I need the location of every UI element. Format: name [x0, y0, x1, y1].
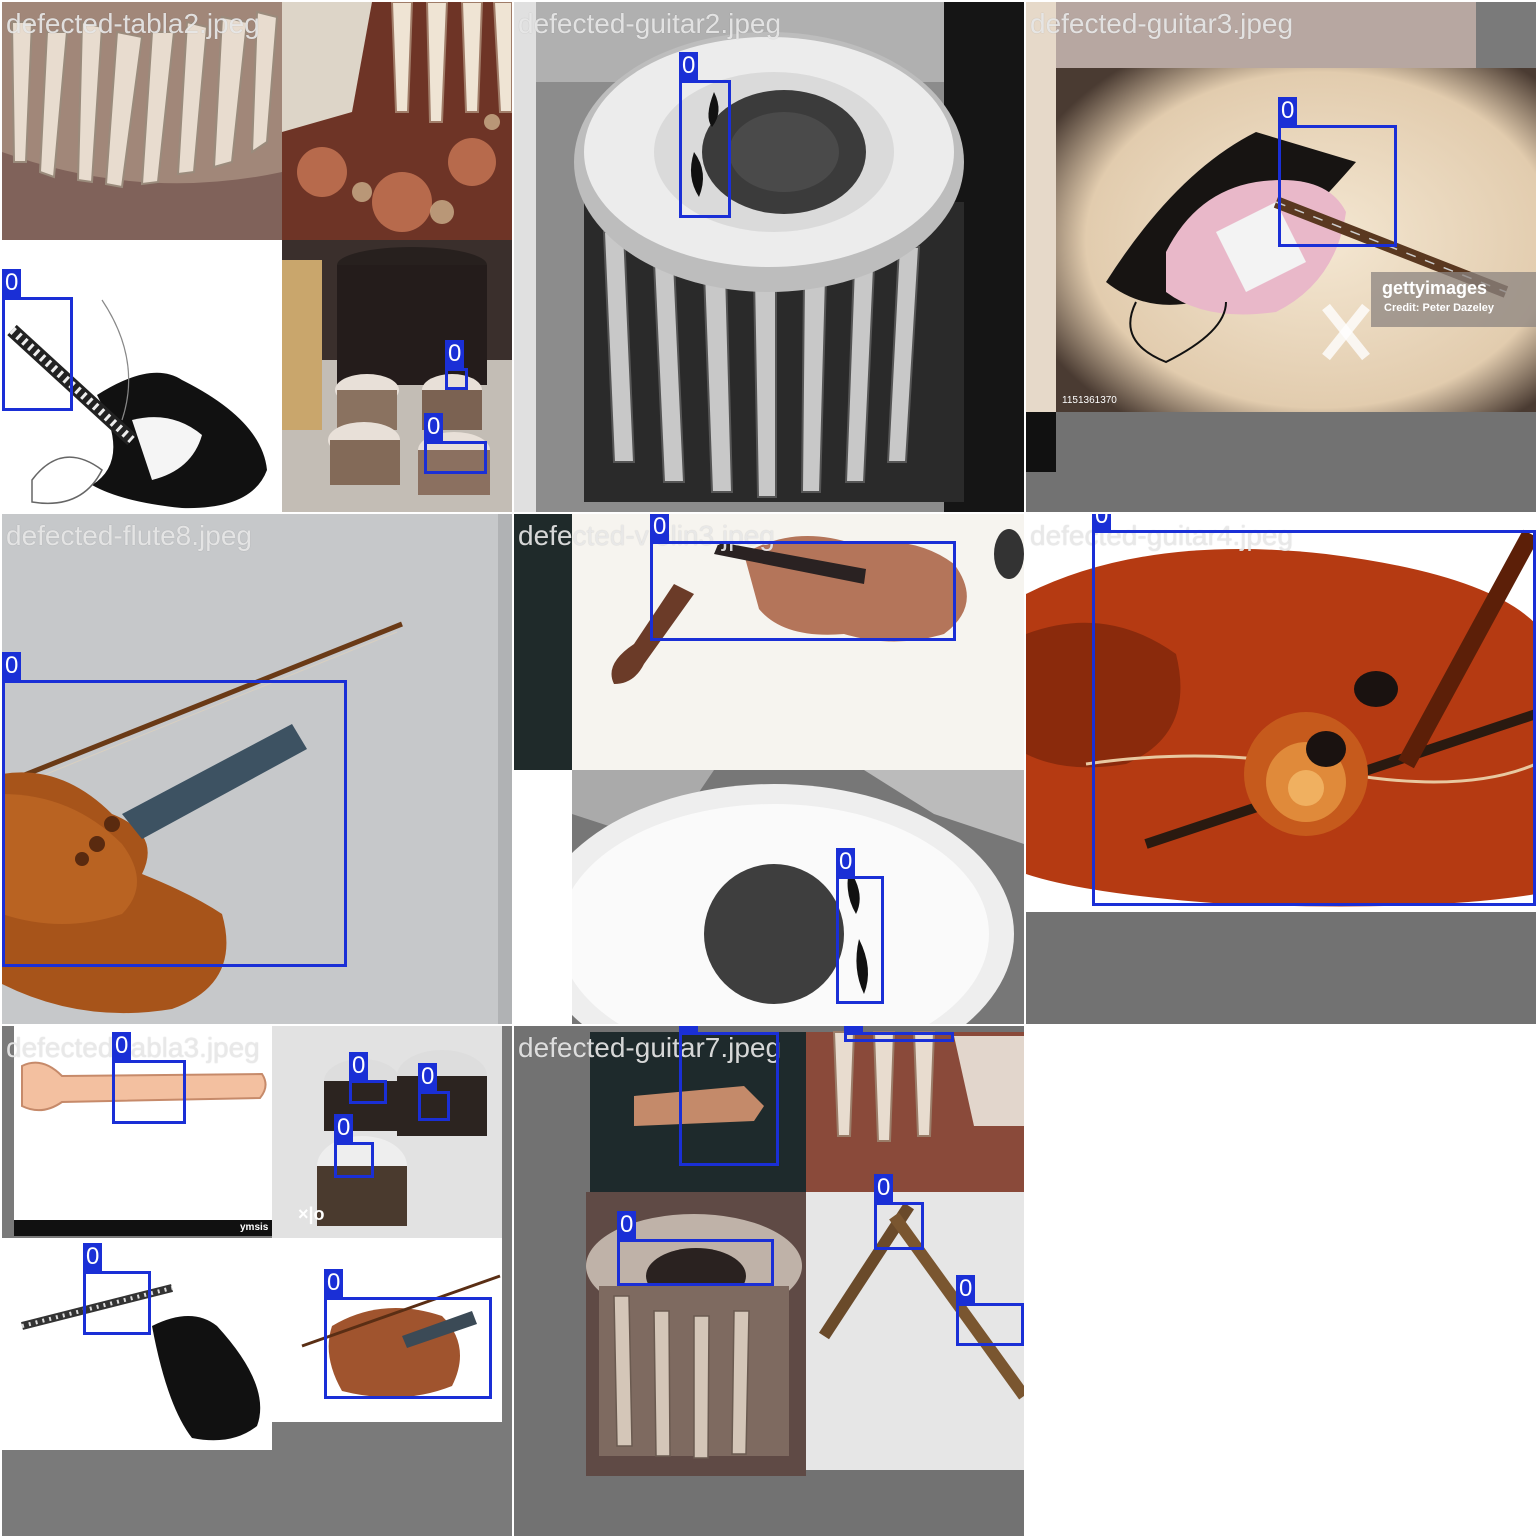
detection-box: 0: [418, 1063, 450, 1121]
getty-credit: Credit: Peter Dazeley: [1384, 302, 1495, 314]
detection-label: 0: [650, 514, 670, 541]
mosaic-tile-tabla2: defected-tabla2.jpeg 0 0 0: [2, 2, 512, 512]
violin-bow-art: [2, 514, 512, 1024]
detection-box: 0: [836, 848, 884, 1004]
detection-label: 0: [324, 1269, 344, 1297]
detection-label: 0: [2, 269, 22, 297]
guitar-bridge-mosaic-art: [586, 1031, 1024, 1476]
mosaic-tile-guitar4: defected-guitar4.jpeg 0: [1026, 514, 1536, 1024]
detection-label: 0: [679, 1026, 699, 1032]
detection-label: 0: [2, 652, 22, 680]
detection-label: 0: [445, 340, 465, 368]
detection-label: 0: [874, 1174, 894, 1202]
detection-box: 0: [1278, 97, 1397, 247]
carpet-art: [282, 2, 512, 240]
scene-tabla-fringe: [2, 2, 282, 240]
detection-box: 0: [83, 1243, 151, 1335]
tile-filename: defected-flute8.jpeg: [6, 520, 252, 551]
detection-box: 0: [2, 269, 73, 411]
grayscale-tabla-art: [514, 2, 1024, 512]
mosaic-tile-guitar2: defected-guitar2.jpeg 0: [514, 2, 1024, 512]
detection-label: 0: [83, 1243, 103, 1271]
detection-box: 0: [349, 1052, 387, 1104]
detection-label: 0: [418, 1063, 438, 1091]
detection-label: 0: [1092, 514, 1112, 530]
detection-label: 0: [679, 52, 699, 80]
detection-box: 0: [679, 52, 731, 218]
detection-label: 0: [1278, 97, 1298, 125]
xlo-watermark: ×|o: [298, 1204, 325, 1224]
mosaic-tile-guitar7: defected-guitar7.jpeg 0 0 0 0 0: [514, 1026, 1024, 1536]
detection-box: 0: [650, 514, 956, 641]
detection-box: 0: [424, 413, 487, 474]
mosaic-tile-guitar3: gettyimages Credit: Peter Dazeley 115136…: [1026, 2, 1536, 512]
detection-label: 0: [424, 413, 444, 441]
scene-tabla-carpet: [282, 2, 512, 240]
detection-label: 0: [836, 848, 856, 876]
detection-label: 0: [617, 1211, 637, 1239]
tabla-fringe-art: [2, 2, 282, 240]
ymsis-watermark: ymsis: [240, 1222, 269, 1233]
detection-box: 0: [334, 1114, 374, 1178]
getty-watermark: gettyimages: [1382, 278, 1488, 298]
tile-filename: defected-guitar4.jpeg: [1030, 520, 1294, 551]
detection-box: 0: [112, 1032, 186, 1124]
detection-box: 0: [445, 340, 468, 390]
getty-id: 1151361370: [1062, 395, 1117, 406]
detection-box: 0: [956, 1275, 1024, 1346]
detection-box: 0: [617, 1211, 774, 1286]
violin-tabla-mosaic-art: [514, 514, 1024, 1024]
detection-label: 0: [112, 1032, 132, 1060]
detection-box: 0: [874, 1174, 924, 1250]
detection-label: 0: [956, 1275, 976, 1303]
detection-label: 0: [334, 1114, 354, 1142]
detection-label: 0: [844, 1026, 864, 1032]
detection-box: 0: [324, 1269, 492, 1399]
violin-scroll-art: [1026, 514, 1536, 912]
mosaic-tile-flute8: defected-flute8.jpeg 0: [2, 514, 512, 1024]
flute-tabla-mosaic-art: [2, 1026, 502, 1450]
tile-filename: defected-guitar7.jpeg: [518, 1032, 782, 1063]
tile-filename: defected-guitar2.jpeg: [518, 8, 782, 39]
detection-box: 0: [1092, 514, 1536, 906]
pink-guitar-art: [1026, 2, 1536, 472]
detection-box: 0: [844, 1026, 954, 1042]
detection-box: 0: [2, 652, 347, 967]
detection-label: 0: [349, 1052, 369, 1080]
tile-filename: defected-tabla2.jpeg: [6, 8, 260, 39]
tile-filename: defected-violin3.jpeg: [518, 520, 775, 551]
detection-box: 0: [679, 1026, 779, 1166]
mosaic-tile-violin3: defected-violin3.jpeg 0 0: [514, 514, 1024, 1024]
tile-filename: defected-guitar3.jpeg: [1030, 8, 1294, 39]
tile-filename: defected-tabla3.jpeg: [6, 1032, 260, 1063]
mosaic-tile-tabla3: ×|o ymsis defected-tabla3.jpeg 0 0 0 0 0…: [2, 1026, 512, 1536]
